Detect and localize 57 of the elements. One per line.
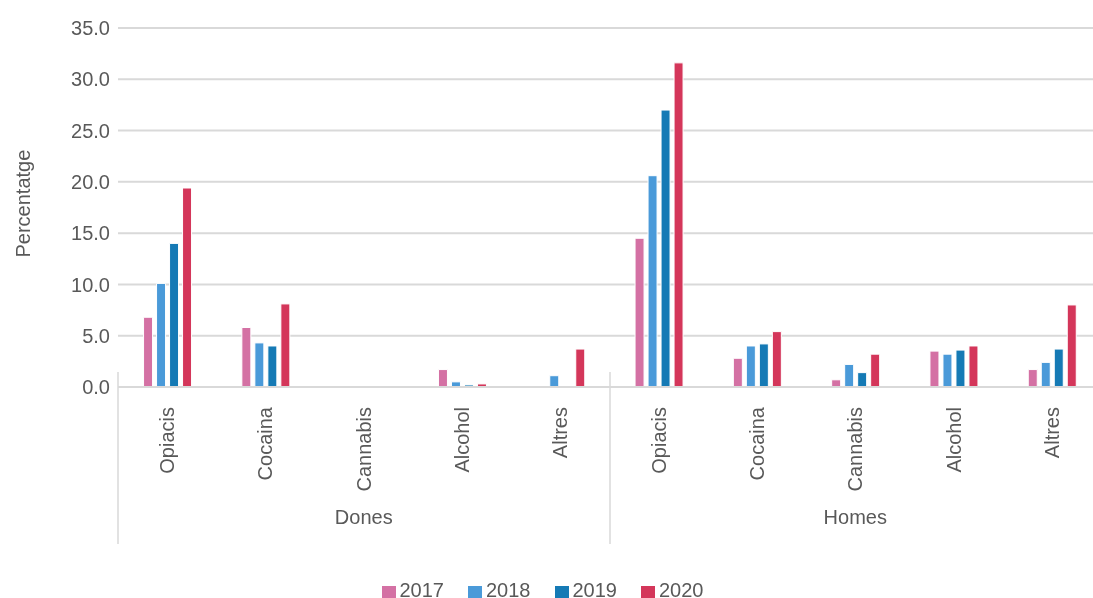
x-tick-label: Cannabis xyxy=(844,407,867,492)
legend-label: 2019 xyxy=(572,579,617,598)
x-tick-label: Opiacis xyxy=(156,407,179,474)
bar xyxy=(1040,361,1051,387)
bar xyxy=(745,345,756,387)
bar xyxy=(254,342,265,387)
bar xyxy=(857,372,868,387)
x-tick-label: Opiacis xyxy=(647,407,670,474)
bar xyxy=(450,381,461,387)
bar xyxy=(169,242,180,387)
text: Dones xyxy=(333,506,394,529)
text: Homes xyxy=(822,506,888,529)
x-tick-label: Altres xyxy=(549,407,572,459)
y-tick-label: 5.0 xyxy=(82,324,110,347)
bar xyxy=(673,62,684,387)
y-tick-label: 10.0 xyxy=(71,273,110,296)
bar xyxy=(955,349,966,387)
bar xyxy=(267,345,278,387)
bar xyxy=(831,379,842,387)
x-tick-label: Cannabis xyxy=(352,407,375,492)
x-tick-label: Cocaina xyxy=(745,406,768,481)
bar xyxy=(870,353,881,387)
bar xyxy=(437,369,448,387)
y-tick-label: 20.0 xyxy=(71,170,110,193)
bar xyxy=(156,282,167,387)
bar xyxy=(634,237,645,387)
y-tick-label: 0.0 xyxy=(82,376,110,399)
bar xyxy=(241,327,252,387)
y-tick-label: 15.0 xyxy=(71,222,110,245)
y-tick-label: 30.0 xyxy=(71,68,110,91)
bar xyxy=(968,345,979,387)
legend-label: 2018 xyxy=(486,579,531,598)
bar xyxy=(771,331,782,387)
y-tick-label: 35.0 xyxy=(71,17,110,40)
bar xyxy=(1027,369,1038,387)
bar xyxy=(732,357,743,387)
bar xyxy=(280,303,291,387)
bar xyxy=(758,343,769,387)
bar xyxy=(549,375,560,387)
x-tick-label: Alcohol xyxy=(451,407,474,473)
y-tick-label: 25.0 xyxy=(71,119,110,142)
x-tick-label: Cocaina xyxy=(254,406,277,481)
bar xyxy=(660,109,671,387)
bar xyxy=(143,316,154,387)
bar xyxy=(1066,304,1077,387)
x-tick-label: Alcohol xyxy=(942,407,965,473)
x-tick-label: Altres xyxy=(1040,407,1063,459)
bar xyxy=(182,187,193,387)
bar xyxy=(844,363,855,387)
bar xyxy=(942,353,953,387)
y-axis-title: Percentatge xyxy=(12,149,35,258)
bar xyxy=(1053,348,1064,387)
bar xyxy=(647,175,658,387)
legend-label: 2017 xyxy=(399,579,444,598)
bar xyxy=(575,348,586,387)
bar xyxy=(929,350,940,387)
legend-label: 2020 xyxy=(659,579,704,598)
